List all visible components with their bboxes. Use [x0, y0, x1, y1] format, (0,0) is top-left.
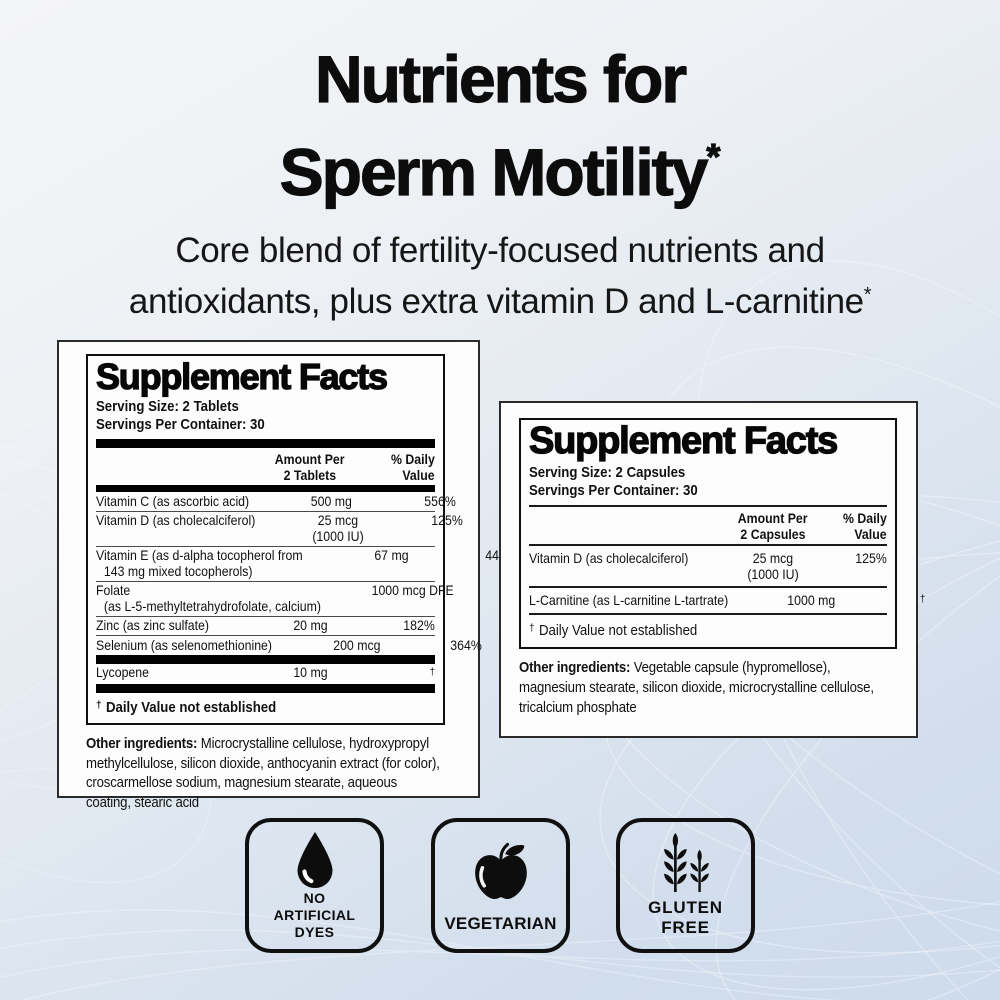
supplement-facts-title: Supplement Facts — [528, 420, 839, 462]
title-line-2: Sperm Motility — [279, 134, 709, 209]
divider — [529, 613, 887, 615]
thick-bar — [96, 654, 435, 664]
daily-value-column-header: % Daily Value — [843, 510, 887, 542]
amount-column-header: Amount Per 2 Capsules — [738, 510, 808, 542]
supplement-facts-title: Supplement Facts — [95, 356, 388, 397]
badge-vegetarian: VEGETARIAN — [431, 818, 570, 953]
column-headers: Amount Per 2 Tablets % Daily Value — [96, 448, 435, 485]
serving-size: Serving Size: 2 Capsules — [529, 464, 686, 481]
table-row: Folate (as L-5-methyltetrahydrofolate, ca… — [96, 582, 538, 614]
nutrient-rows: Vitamin D (as cholecalciferol) 25 mcg (100… — [529, 546, 926, 615]
nutrient-rows: Vitamin C (as ascorbic acid) 500 mg 556% Vi… — [96, 492, 538, 655]
subtitle-line-2: antioxidants, plus extra vitamin D and L… — [128, 282, 864, 321]
title-line-1: Nutrients for — [314, 41, 687, 116]
header: Nutrients for Sperm Motility* Core blend… — [0, 40, 1000, 324]
table-row: Vitamin E (as d-alpha tocopherol from 143… — [96, 547, 517, 579]
daily-value-footnote: † Daily Value not established — [529, 622, 697, 639]
other-ingredients-label: Other ingredients: — [86, 735, 198, 752]
divider — [96, 510, 435, 512]
page-title: Nutrients for Sperm Motility* — [0, 40, 1000, 211]
supplement-facts-card-tablets: Supplement Facts Serving Size: 2 Tablets… — [57, 340, 538, 811]
wheat-icon — [655, 822, 717, 898]
divider — [96, 580, 435, 582]
divider — [529, 505, 887, 507]
badge-label: VEGETARIAN — [444, 914, 557, 933]
thick-bar — [96, 439, 435, 448]
other-ingredients: Other ingredients: Vegetable capsule (hy… — [519, 658, 897, 718]
title-asterisk: * — [706, 135, 721, 177]
table-row: Lycopene 10 mg † — [96, 664, 435, 680]
divider — [529, 544, 887, 546]
servings-per-container: Servings Per Container: 30 — [96, 416, 265, 433]
thick-bar — [96, 684, 435, 693]
facts-box: Supplement Facts Serving Size: 2 Capsule… — [519, 418, 926, 649]
column-headers: Amount Per 2 Capsules % Daily Value — [529, 507, 887, 544]
divider — [529, 586, 887, 588]
badge-label: NO ARTIFICIAL DYES — [273, 890, 356, 940]
badge-label: GLUTEN FREE — [648, 898, 723, 937]
badge-gluten-free: GLUTEN FREE — [616, 818, 755, 953]
other-ingredients-text: Microcrystalline cellulose, hydroxypropy… — [86, 735, 440, 811]
other-ingredients: Other ingredients: Microcrystalline cell… — [86, 734, 445, 812]
divider — [96, 545, 435, 547]
subtitle-asterisk: * — [863, 284, 872, 306]
serving-size: Serving Size: 2 Tablets — [96, 398, 239, 415]
amount-column-header: Amount Per 2 Tablets — [275, 451, 345, 483]
apple-icon — [470, 822, 532, 914]
droplet-icon — [292, 822, 338, 890]
table-row: L-Carnitine (as L-carnitine L-tartrate) 1… — [529, 592, 926, 608]
supplement-facts-card-capsules: Supplement Facts Serving Size: 2 Capsule… — [499, 401, 926, 738]
daily-value-column-header: % Daily Value — [391, 451, 435, 483]
table-row: Vitamin D (as cholecalciferol) 25 mcg (100… — [529, 550, 887, 582]
subtitle-line-1: Core blend of fertility-focused nutrient… — [175, 231, 825, 270]
thick-bar — [96, 485, 435, 492]
lycopene-row-container: Lycopene 10 mg † — [96, 664, 435, 685]
table-row: Vitamin C (as ascorbic acid) 500 mg 556% — [96, 492, 457, 509]
table-row: Zinc (as zinc sulfate) 20 mg 182% — [96, 617, 435, 633]
badge-no-artificial-dyes: NO ARTIFICIAL DYES — [245, 818, 384, 953]
facts-box: Supplement Facts Serving Size: 2 Tablets… — [86, 354, 538, 725]
other-ingredients-text: Vegetable capsule (hypromellose), magnes… — [519, 659, 874, 716]
servings-per-container: Servings Per Container: 30 — [529, 482, 698, 499]
other-ingredients-label: Other ingredients: — [519, 659, 631, 676]
divider — [96, 635, 435, 636]
table-row: Selenium (as selenomethionine) 200 mcg 364… — [96, 636, 482, 653]
daily-value-footnote: † Daily Value not established — [96, 699, 276, 716]
table-row: Vitamin D (as cholecalciferol) 25 mcg (100… — [96, 512, 464, 544]
page-subtitle: Core blend of fertility-focused nutrient… — [0, 229, 1000, 324]
divider — [96, 615, 435, 617]
